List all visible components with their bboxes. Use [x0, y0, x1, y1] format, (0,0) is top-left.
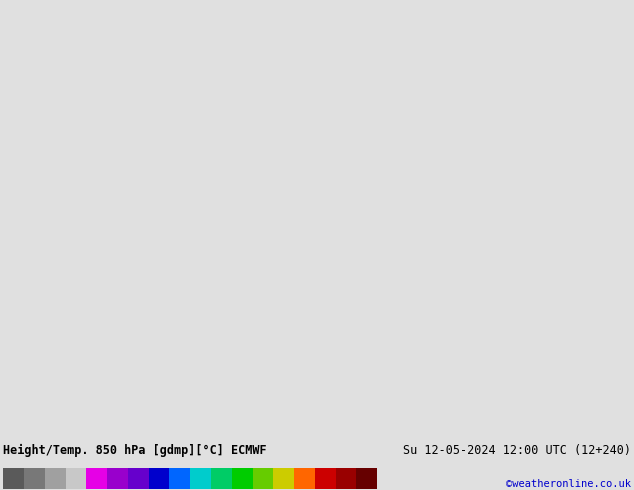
- Bar: [211, 467, 232, 489]
- Bar: [315, 467, 335, 489]
- Bar: [128, 467, 148, 489]
- Bar: [169, 467, 190, 489]
- Bar: [294, 467, 315, 489]
- Text: Su 12-05-2024 12:00 UTC (12+240): Su 12-05-2024 12:00 UTC (12+240): [403, 444, 631, 457]
- Bar: [335, 467, 356, 489]
- Bar: [3, 467, 24, 489]
- Bar: [24, 467, 45, 489]
- Bar: [356, 467, 377, 489]
- Bar: [65, 467, 86, 489]
- Bar: [252, 467, 273, 489]
- Bar: [45, 467, 65, 489]
- Text: Height/Temp. 850 hPa [gdmp][°C] ECMWF: Height/Temp. 850 hPa [gdmp][°C] ECMWF: [3, 444, 267, 458]
- Bar: [232, 467, 252, 489]
- Bar: [107, 467, 128, 489]
- Bar: [148, 467, 169, 489]
- Text: ©weatheronline.co.uk: ©weatheronline.co.uk: [506, 479, 631, 489]
- Bar: [273, 467, 294, 489]
- Bar: [190, 467, 211, 489]
- Bar: [86, 467, 107, 489]
